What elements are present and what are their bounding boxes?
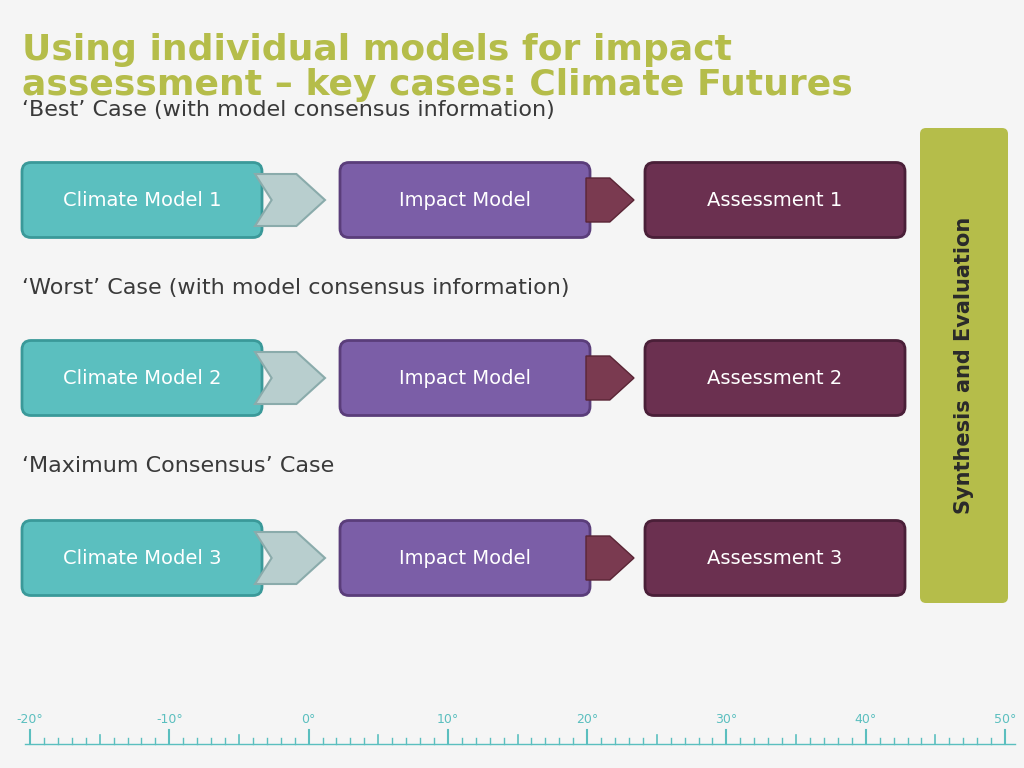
Text: Synthesis and Evaluation: Synthesis and Evaluation: [954, 217, 974, 514]
Text: 0°: 0°: [301, 713, 315, 726]
FancyBboxPatch shape: [920, 128, 1008, 603]
Text: 10°: 10°: [436, 713, 459, 726]
Text: 30°: 30°: [716, 713, 737, 726]
Text: 20°: 20°: [577, 713, 598, 726]
Text: Assessment 3: Assessment 3: [708, 548, 843, 568]
FancyBboxPatch shape: [22, 163, 262, 237]
Polygon shape: [586, 536, 634, 580]
Text: ‘Best’ Case (with model consensus information): ‘Best’ Case (with model consensus inform…: [22, 100, 555, 120]
Text: Assessment 1: Assessment 1: [708, 190, 843, 210]
FancyBboxPatch shape: [22, 340, 262, 415]
Text: Impact Model: Impact Model: [399, 369, 531, 388]
FancyBboxPatch shape: [340, 163, 590, 237]
Text: Climate Model 3: Climate Model 3: [62, 548, 221, 568]
Polygon shape: [586, 178, 634, 222]
Polygon shape: [586, 356, 634, 400]
Text: -20°: -20°: [16, 713, 43, 726]
Text: ‘Worst’ Case (with model consensus information): ‘Worst’ Case (with model consensus infor…: [22, 278, 569, 298]
Text: Climate Model 2: Climate Model 2: [62, 369, 221, 388]
Text: Assessment 2: Assessment 2: [708, 369, 843, 388]
FancyBboxPatch shape: [340, 521, 590, 595]
FancyBboxPatch shape: [340, 340, 590, 415]
FancyBboxPatch shape: [645, 340, 905, 415]
Text: 40°: 40°: [855, 713, 877, 726]
Polygon shape: [255, 532, 325, 584]
Text: -10°: -10°: [156, 713, 182, 726]
Text: ‘Maximum Consensus’ Case: ‘Maximum Consensus’ Case: [22, 456, 334, 476]
FancyBboxPatch shape: [645, 521, 905, 595]
Text: assessment – key cases: Climate Futures: assessment – key cases: Climate Futures: [22, 68, 853, 102]
Text: Using individual models for impact: Using individual models for impact: [22, 33, 732, 67]
Text: Climate Model 1: Climate Model 1: [62, 190, 221, 210]
Polygon shape: [255, 352, 325, 404]
Text: 50°: 50°: [994, 713, 1016, 726]
Text: Impact Model: Impact Model: [399, 548, 531, 568]
Text: Impact Model: Impact Model: [399, 190, 531, 210]
Polygon shape: [255, 174, 325, 226]
FancyBboxPatch shape: [645, 163, 905, 237]
FancyBboxPatch shape: [22, 521, 262, 595]
